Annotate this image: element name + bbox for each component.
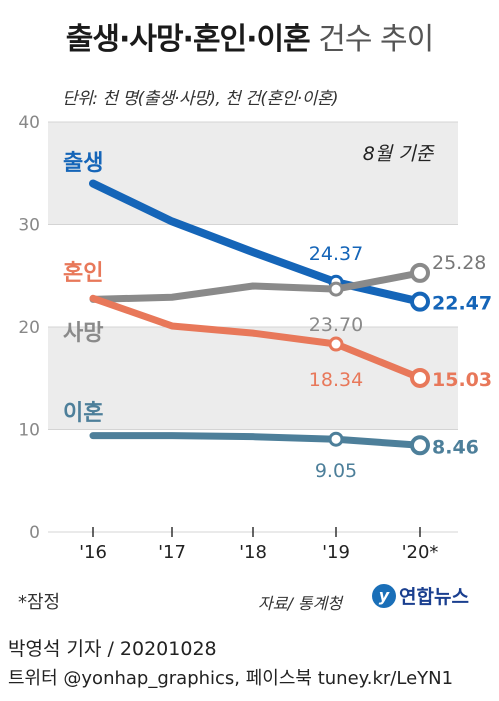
data-label: 9.05 xyxy=(315,460,357,482)
data-label: 25.28 xyxy=(432,252,486,274)
grid-band xyxy=(48,327,458,430)
data-point xyxy=(410,435,430,456)
y-tick-label: 20 xyxy=(18,318,40,338)
footnote: *잠정 xyxy=(18,592,61,613)
series-name: 이혼 xyxy=(63,401,103,426)
series-name: 사망 xyxy=(63,321,103,346)
series-line xyxy=(89,294,424,382)
social-links: 트위터 @yonhap_graphics, 페이스북 tuney.kr/LeYN… xyxy=(8,668,454,689)
x-tick-label: '16 xyxy=(79,542,107,563)
chart-annotation: 8월 기준 xyxy=(363,143,435,165)
data-point xyxy=(328,431,344,447)
reporter-credit: 박영석 기자 / 20201028 xyxy=(8,638,217,660)
x-tick-label: '17 xyxy=(158,542,186,563)
data-point xyxy=(328,281,344,297)
series-line xyxy=(89,179,424,306)
data-point xyxy=(410,367,430,388)
data-point xyxy=(410,262,430,283)
y-tick-label: 0 xyxy=(29,523,40,543)
data-label: 23.70 xyxy=(309,314,363,336)
data-label: 8.46 xyxy=(432,436,479,458)
data-label: 15.03 xyxy=(432,369,492,391)
yonhap-logo: y 연합뉴스 xyxy=(372,582,469,609)
x-tick-label: '20* xyxy=(402,542,439,563)
series-line xyxy=(89,269,424,303)
x-tick-label: '18 xyxy=(239,542,267,563)
title-suffix: 건수 추이 xyxy=(309,22,434,57)
y-tick-label: 10 xyxy=(18,421,40,441)
chart-title: 출생·사망·혼인·이혼 건수 추이 xyxy=(0,14,499,58)
unit-note: 단위: 천 명(출생·사망), 천 건(혼인·이혼) xyxy=(62,89,339,109)
y-tick-label: 40 xyxy=(18,113,40,133)
title-main: 출생·사망·혼인·이혼 xyxy=(65,22,311,57)
series-name: 혼인 xyxy=(63,261,103,286)
y-tick-label: 30 xyxy=(18,216,40,236)
yonhap-logo-icon: y xyxy=(372,583,396,608)
x-tick-label: '19 xyxy=(322,542,350,563)
series-name: 출생 xyxy=(63,151,103,176)
data-label: 24.37 xyxy=(309,243,363,265)
data-point xyxy=(328,336,344,352)
yonhap-logo-text: 연합뉴스 xyxy=(399,586,469,608)
data-label: 22.47 xyxy=(432,293,492,315)
series-line xyxy=(89,432,424,449)
data-label: 18.34 xyxy=(309,369,363,391)
grid-band xyxy=(48,122,458,225)
data-point xyxy=(410,291,430,312)
source-note: 자료/ 통계청 xyxy=(258,594,343,613)
